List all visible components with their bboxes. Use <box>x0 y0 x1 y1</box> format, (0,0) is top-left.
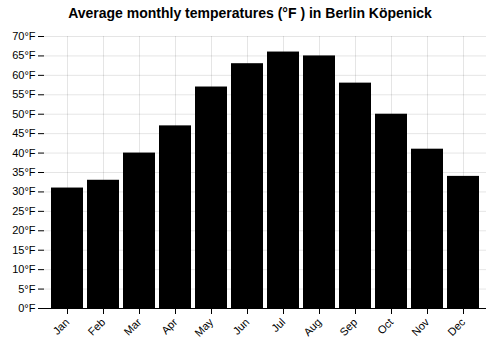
svg-text:10°F: 10°F <box>12 263 36 275</box>
svg-text:Jun: Jun <box>230 316 251 337</box>
svg-text:35°F: 35°F <box>12 166 36 178</box>
svg-text:40°F: 40°F <box>12 147 36 159</box>
svg-text:25°F: 25°F <box>12 205 36 217</box>
svg-text:50°F: 50°F <box>12 108 36 120</box>
svg-text:Nov: Nov <box>409 315 432 338</box>
svg-text:60°F: 60°F <box>12 69 36 81</box>
svg-text:Dec: Dec <box>445 315 468 338</box>
svg-text:70°F: 70°F <box>12 30 36 42</box>
svg-text:Sep: Sep <box>337 316 359 338</box>
svg-text:5°F: 5°F <box>18 283 36 295</box>
svg-text:30°F: 30°F <box>12 185 36 197</box>
svg-text:20°F: 20°F <box>12 224 36 236</box>
html-text:Average monthly temperatures (: Average monthly temperatures (°F ) in Be… <box>68 5 432 21</box>
svg-text:45°F: 45°F <box>12 127 36 139</box>
svg-text:Apr: Apr <box>159 316 180 337</box>
svg-text:Oct: Oct <box>375 316 396 337</box>
svg-text:Mar: Mar <box>122 316 144 338</box>
svg-text:Jul: Jul <box>269 316 287 334</box>
svg-text:65°F: 65°F <box>12 49 36 61</box>
svg-text:0°F: 0°F <box>18 302 36 314</box>
svg-text:Jan: Jan <box>50 316 71 337</box>
svg-text:15°F: 15°F <box>12 244 36 256</box>
svg-text:Aug: Aug <box>301 316 323 338</box>
svg-text:Feb: Feb <box>86 316 108 338</box>
svg-text:55°F: 55°F <box>12 88 36 100</box>
svg-text:May: May <box>192 315 216 339</box>
